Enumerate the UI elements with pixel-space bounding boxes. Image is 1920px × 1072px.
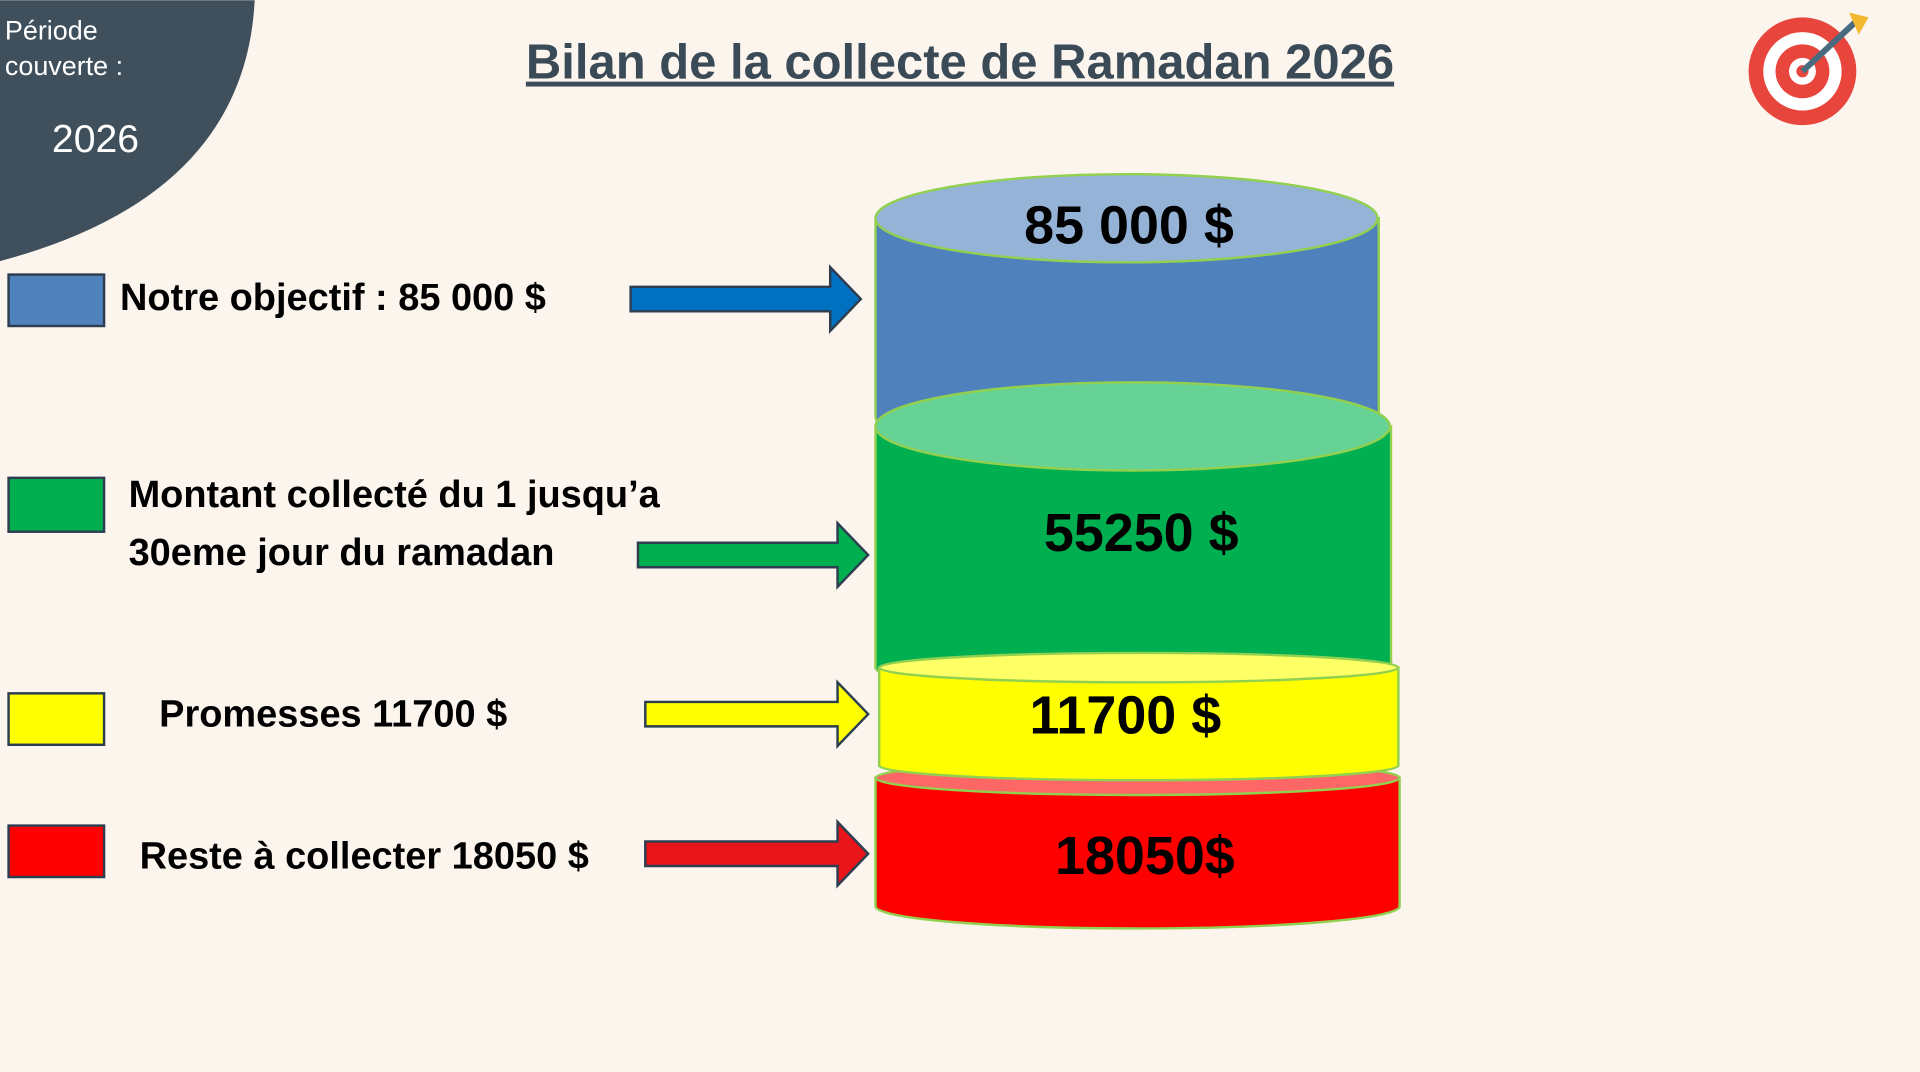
arrow	[636, 520, 870, 590]
arrow	[629, 264, 863, 334]
cylinder-label: 18050$	[1055, 826, 1235, 886]
cylinder-label: 11700 $	[1029, 685, 1221, 745]
legend-swatch	[7, 824, 106, 879]
cylinder-body	[877, 666, 1400, 782]
cylinder	[874, 172, 1401, 930]
period-shape	[0, 0, 255, 262]
title: Bilan de la collecte de Ramadan 2026	[526, 36, 1394, 90]
target-icon	[1748, 12, 1869, 126]
period-label: Période	[5, 15, 98, 45]
cylinder-label: 85 000 $	[1024, 195, 1234, 255]
legend-swatch	[7, 476, 106, 533]
arrow	[644, 818, 870, 889]
legend-label: 30eme jour du ramadan	[129, 532, 555, 574]
legend-label: Notre objectif : 85 000 $	[120, 277, 546, 319]
cylinder-body	[874, 776, 1401, 930]
cylinder-top	[874, 381, 1392, 472]
cylinder-label: 55250 $	[1044, 503, 1239, 563]
legend-label: Montant collecté du 1 jusqu’a	[129, 474, 661, 516]
arrow	[644, 679, 870, 750]
arrows	[629, 264, 870, 889]
period-label: couverte :	[5, 51, 123, 81]
legend-swatch	[7, 692, 106, 747]
cylinder-top	[877, 651, 1400, 684]
legend-label: Promesses 11700 $	[159, 693, 507, 735]
period-year: 2026	[52, 118, 139, 161]
legend-label: Reste à collecter 18050 $	[140, 835, 589, 877]
cylinder-top	[874, 172, 1379, 264]
legend-swatch	[7, 273, 106, 328]
